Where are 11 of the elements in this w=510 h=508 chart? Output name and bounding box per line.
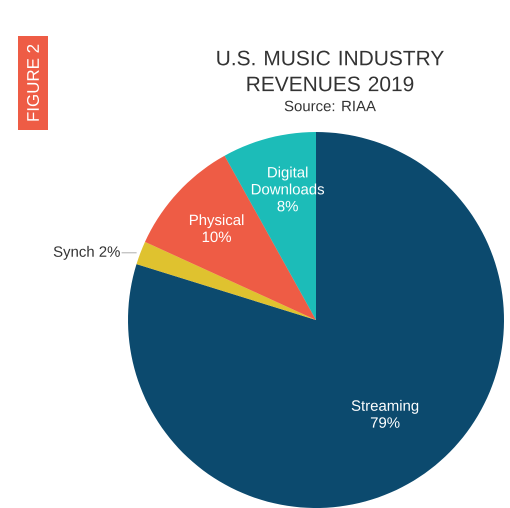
slice-label: Digital Downloads <box>252 166 324 194</box>
data-label: 79% <box>370 417 400 428</box>
data-label: 10% <box>202 232 231 242</box>
caption: FIGURE 2 <box>27 44 40 121</box>
source-note: Source: RIAA <box>284 100 376 112</box>
data-label: 2% <box>100 246 120 257</box>
slice-label: Streaming <box>352 400 418 414</box>
data-label: 8% <box>278 200 298 212</box>
chart-title: U.S. MUSIC INDUSTRY REVENUES 2019 <box>217 50 444 92</box>
slice-label: Physical <box>190 214 244 228</box>
slice-label: Synch <box>54 246 94 260</box>
